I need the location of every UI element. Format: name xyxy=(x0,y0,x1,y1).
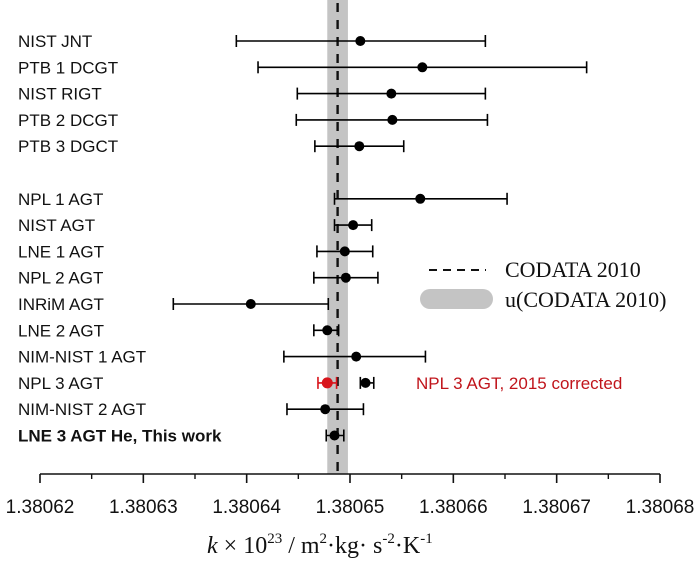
row-label: LNE 3 AGT He, This work xyxy=(18,427,222,446)
data-row: NIM-NIST 1 AGT xyxy=(18,348,427,367)
data-row: LNE 1 AGT xyxy=(18,242,374,261)
measurement-point xyxy=(322,325,333,336)
xlabel-times: × 10 xyxy=(218,533,268,559)
data-row: LNE 3 AGT He, This work xyxy=(18,427,345,446)
corrected-measurement-point xyxy=(321,377,333,389)
measurement-point xyxy=(386,88,397,99)
svg-text:k × 1023 / m2·kg· s-2·K-1: k × 1023 / m2·kg· s-2·K-1 xyxy=(207,531,433,559)
data-row: PTB 2 DCGT xyxy=(18,111,489,130)
row-label: NIM-NIST 2 AGT xyxy=(18,400,146,419)
x-tick-label: 1.38066 xyxy=(419,497,488,518)
data-row: LNE 2 AGT xyxy=(18,321,340,340)
measurement-point xyxy=(415,193,426,204)
data-row: NIM-NIST 2 AGT xyxy=(18,400,365,419)
measurement-point xyxy=(340,272,351,283)
measurement-point xyxy=(354,141,365,152)
x-tick-label: 1.38068 xyxy=(626,497,695,518)
row-label: NIM-NIST 1 AGT xyxy=(18,348,146,367)
data-row: NPL 1 AGT xyxy=(18,190,508,209)
row-label: PTB 2 DCGT xyxy=(18,111,118,130)
measurement-point xyxy=(339,246,350,257)
row-label: NPL 3 AGT xyxy=(18,374,103,393)
x-tick-label: 1.38065 xyxy=(316,497,385,518)
data-row: INRiM AGT xyxy=(18,295,330,314)
data-row: NIST RIGT xyxy=(18,85,487,104)
legend-band-swatch xyxy=(420,289,493,309)
xlabel-kgs: ·kg· s xyxy=(327,533,382,559)
x-tick-label: 1.38064 xyxy=(212,497,281,518)
measurement-point xyxy=(355,36,366,46)
x-tick-label: 1.38062 xyxy=(6,497,75,518)
measurement-point xyxy=(387,114,398,125)
measurement-point xyxy=(360,377,371,388)
row-label: NIST AGT xyxy=(18,216,95,235)
codata-uncertainty-band xyxy=(327,0,348,474)
measurement-point xyxy=(320,404,331,415)
xlabel-exp2: 2 xyxy=(320,531,328,547)
row-label: NIST JNT xyxy=(18,32,92,51)
xlabel-exp23: 23 xyxy=(267,531,282,547)
x-axis-title: k × 1023 / m2·kg· s-2·K-1 xyxy=(207,531,433,559)
row-label: NIST RIGT xyxy=(18,85,102,104)
row-label: PTB 1 DCGT xyxy=(18,58,118,77)
xlabel-k: k xyxy=(207,533,218,559)
row-label: LNE 2 AGT xyxy=(18,321,104,340)
x-tick-label: 1.38063 xyxy=(109,497,178,518)
data-row: NPL 3 AGT NPL 3 AGT, 2015 corrected xyxy=(18,374,622,393)
data-row: NPL 2 AGT xyxy=(18,269,379,288)
data-row: NIST JNT xyxy=(18,32,487,51)
row-label: NPL 1 AGT xyxy=(18,190,103,209)
legend-label-codata: CODATA 2010 xyxy=(505,257,641,282)
measurement-point xyxy=(417,62,428,73)
xlabel-slash: / m xyxy=(282,533,320,559)
data-row: PTB 3 DGCT xyxy=(18,137,405,156)
row-label: LNE 1 AGT xyxy=(18,242,104,261)
legend: CODATA 2010 u(CODATA 2010) xyxy=(420,257,666,312)
xlabel-expm1: -1 xyxy=(420,531,433,547)
x-axis: 1.38062 1.38063 1.38064 1.38065 1.38066 1.380… xyxy=(6,473,695,518)
row-label: PTB 3 DGCT xyxy=(18,137,118,156)
xlabel-dotK: ·K xyxy=(395,533,421,559)
row-label: NPL 2 AGT xyxy=(18,269,103,288)
data-row: PTB 1 DCGT xyxy=(18,58,588,77)
row-label: INRiM AGT xyxy=(18,295,104,314)
measurement-point xyxy=(245,299,256,309)
measurement-point xyxy=(348,220,359,231)
data-rows-layer: NIST JNT PTB 1 DCGT NIST RIGT PTB 2 DCGT PTB… xyxy=(18,32,622,446)
measurement-point xyxy=(329,430,340,441)
x-tick-label: 1.38067 xyxy=(522,497,591,518)
xlabel-expm2: -2 xyxy=(382,531,395,547)
correction-annotation: NPL 3 AGT, 2015 corrected xyxy=(416,374,622,393)
legend-label-u-codata: u(CODATA 2010) xyxy=(505,287,666,312)
codata-uncertainty-band-layer xyxy=(327,0,348,474)
data-row: NIST AGT xyxy=(18,216,373,235)
measurement-point xyxy=(351,351,362,362)
